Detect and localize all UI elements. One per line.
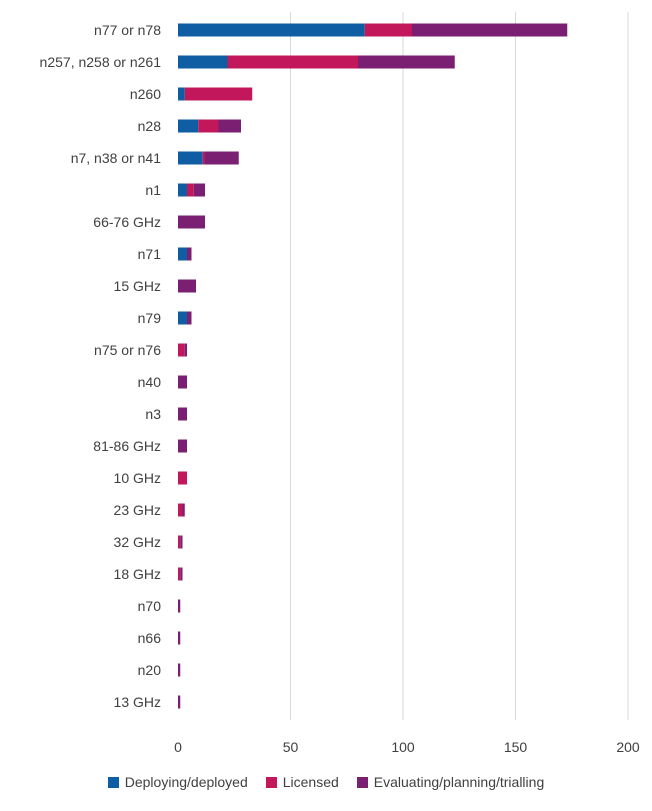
category-label: 15 GHz bbox=[114, 278, 161, 294]
x-tick-label: 100 bbox=[391, 739, 415, 755]
bar-segment bbox=[178, 119, 199, 133]
legend-swatch-licensed bbox=[265, 776, 277, 788]
bar-segment bbox=[202, 151, 205, 165]
bar-segment bbox=[182, 503, 185, 517]
category-label: n28 bbox=[138, 118, 162, 134]
bar-segment bbox=[178, 87, 185, 101]
category-label: 13 GHz bbox=[114, 694, 161, 710]
legend-label-deploying: Deploying/deployed bbox=[124, 774, 248, 790]
bar-segment bbox=[205, 151, 239, 165]
bar-segment bbox=[178, 471, 187, 485]
category-label: n20 bbox=[138, 662, 162, 678]
bar-segment bbox=[198, 119, 219, 133]
bar-segment bbox=[178, 503, 183, 517]
legend-label-licensed: Licensed bbox=[282, 774, 339, 790]
bar-segment bbox=[178, 343, 185, 357]
bar-segment bbox=[193, 183, 205, 197]
legend-item-deploying: Deploying/deployed bbox=[107, 774, 248, 790]
legend-item-evaluating: Evaluating/planning/trialling bbox=[356, 774, 545, 790]
stacked-bar-chart: n77 or n78 n257, n258 or n261 n260 n28 n7, n… bbox=[40, 12, 640, 755]
legend: Deploying/deployed Licensed Evaluating/p… bbox=[0, 774, 652, 790]
bar-segment bbox=[178, 215, 205, 229]
category-label: 66-76 GHz bbox=[93, 214, 161, 230]
bar-segment bbox=[178, 567, 181, 581]
bar-segment bbox=[180, 535, 183, 549]
bar-segment bbox=[178, 23, 365, 37]
bar-segment bbox=[178, 55, 228, 69]
category-label: n79 bbox=[138, 310, 162, 326]
category-label: 32 GHz bbox=[114, 534, 161, 550]
category-label: n71 bbox=[138, 246, 162, 262]
category-label: 18 GHz bbox=[114, 566, 161, 582]
category-label: n70 bbox=[138, 598, 162, 614]
bar-segment bbox=[187, 311, 192, 325]
legend-swatch-deploying bbox=[107, 776, 119, 788]
category-label: n3 bbox=[145, 406, 161, 422]
category-label: 10 GHz bbox=[114, 470, 161, 486]
bar-segment bbox=[178, 599, 181, 613]
legend-item-licensed: Licensed bbox=[265, 774, 339, 790]
category-label: n75 or n76 bbox=[94, 342, 161, 358]
category-label: n1 bbox=[145, 182, 161, 198]
category-label: 81-86 GHz bbox=[93, 438, 161, 454]
bar-segment bbox=[178, 631, 181, 645]
x-tick-label: 150 bbox=[504, 739, 528, 755]
bar-segment bbox=[178, 279, 196, 293]
bar-segment bbox=[178, 151, 203, 165]
bar-segment bbox=[187, 183, 194, 197]
bar-segment bbox=[364, 23, 412, 37]
x-axis-tick-labels: 0 50 100 150 200 bbox=[174, 739, 640, 755]
bar-segment bbox=[180, 567, 183, 581]
category-label: 23 GHz bbox=[114, 502, 161, 518]
bar-segment bbox=[178, 407, 187, 421]
bar-segment bbox=[184, 87, 253, 101]
x-tick-label: 0 bbox=[174, 739, 182, 755]
bar-segment bbox=[178, 439, 187, 453]
legend-swatch-evaluating bbox=[356, 776, 368, 788]
bar-segment bbox=[412, 23, 568, 37]
gridlines bbox=[290, 12, 629, 720]
bar-segment bbox=[218, 119, 241, 133]
category-labels: n77 or n78 n257, n258 or n261 n260 n28 n7, n… bbox=[40, 22, 162, 710]
bar-segment bbox=[178, 535, 181, 549]
bars bbox=[178, 23, 568, 709]
x-tick-label: 200 bbox=[616, 739, 640, 755]
category-label: n66 bbox=[138, 630, 162, 646]
category-label: n40 bbox=[138, 374, 162, 390]
category-label: n260 bbox=[130, 86, 161, 102]
bar-segment bbox=[187, 247, 192, 261]
x-tick-label: 50 bbox=[283, 739, 299, 755]
bar-segment bbox=[178, 375, 187, 389]
bar-segment bbox=[178, 663, 181, 677]
category-label: n77 or n78 bbox=[94, 22, 161, 38]
bar-segment bbox=[227, 55, 358, 69]
category-label: n7, n38 or n41 bbox=[71, 150, 162, 166]
bar-segment bbox=[184, 343, 187, 357]
bar-segment bbox=[178, 183, 187, 197]
bar-segment bbox=[178, 695, 181, 709]
category-label: n257, n258 or n261 bbox=[40, 54, 162, 70]
bar-segment bbox=[178, 311, 187, 325]
bar-segment bbox=[358, 55, 455, 69]
bar-segment bbox=[178, 247, 187, 261]
legend-label-evaluating: Evaluating/planning/trialling bbox=[373, 774, 545, 790]
